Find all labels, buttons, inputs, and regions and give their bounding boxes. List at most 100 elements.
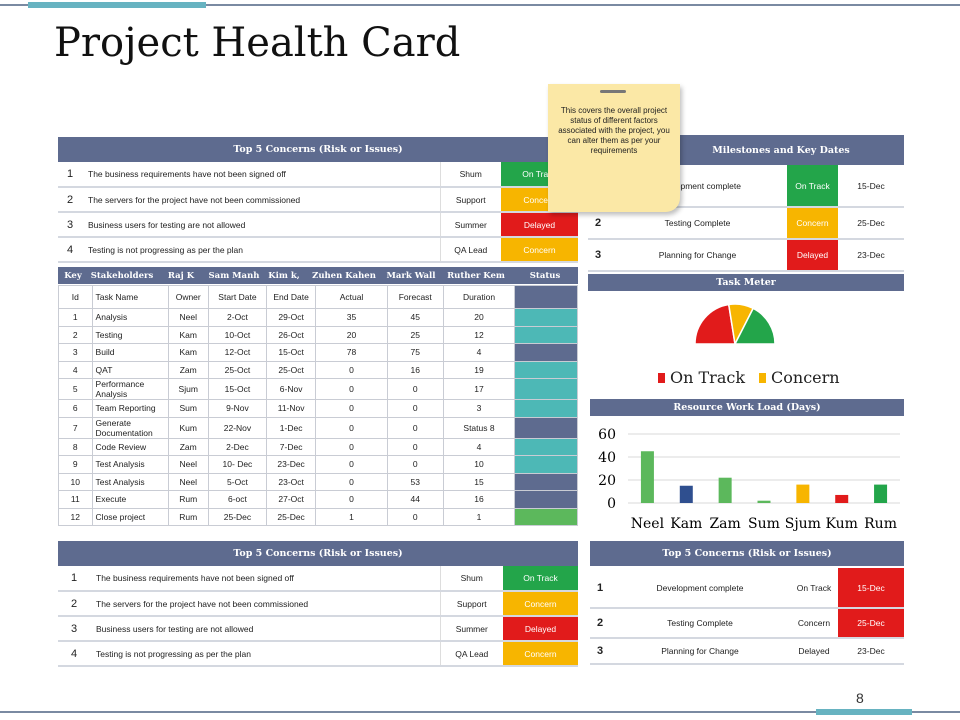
bottom-milestone-number: 3: [590, 638, 610, 665]
task-id: 9: [58, 455, 93, 474]
task-actual: 0: [315, 472, 388, 491]
concern-owner: QA Lead: [439, 237, 501, 263]
task-id: 11: [58, 490, 93, 509]
concern-owner: Summer: [439, 616, 503, 642]
concern-status-badge: On Track: [503, 566, 578, 592]
task-row: 3 Build Kam 12-Oct 15-Oct 78 75 4: [58, 343, 578, 362]
bottom-milestone-name: Testing Complete: [610, 608, 790, 639]
concern-row: 4 Testing is not progressing as per the p…: [58, 237, 578, 263]
concern-row: 1 The business requirements have not been…: [58, 162, 578, 188]
concern-row: 3 Business users for testing are not allo…: [58, 616, 578, 642]
task-name: Team Reporting: [91, 399, 169, 418]
task-id: 12: [58, 507, 93, 526]
task-start-date: 5-Oct: [207, 472, 268, 491]
x-tick-label: Sjum: [785, 516, 821, 532]
task-start-date: 2-Oct: [207, 308, 268, 327]
sticky-note: This covers the overall project status o…: [548, 84, 680, 212]
legend-on-track-label: On Track: [670, 368, 746, 387]
task-status-swatch: [514, 360, 578, 379]
bottom-milestone-date: 15-Dec: [838, 568, 904, 609]
task-id: 10: [58, 472, 93, 491]
concern-row: 4 Testing is not progressing as per the p…: [58, 641, 578, 667]
task-end-date: 29-Oct: [266, 308, 317, 327]
legend-on-track: On Track: [658, 368, 745, 387]
bottom-milestone-number: 2: [590, 608, 610, 639]
task-owner: Neel: [167, 455, 209, 474]
stakeholder-raj: Raj K: [167, 270, 195, 281]
task-end-date: 11-Nov: [266, 399, 317, 418]
task-forecast: 53: [386, 472, 444, 491]
bottom-milestone-name: Planning for Change: [610, 638, 790, 665]
concern-row: 1 The business requirements have not been…: [58, 566, 578, 592]
task-duration: 1: [442, 507, 516, 526]
bottom-milestone-status: Concern: [790, 608, 838, 639]
task-status-swatch: [514, 416, 578, 439]
col-forecast: Forecast: [386, 285, 444, 309]
task-end-date: 23-Oct: [266, 472, 317, 491]
task-status-swatch: [514, 308, 578, 327]
task-start-date: 25-Oct: [207, 360, 268, 379]
task-row: 2 Testing Kam 10-Oct 26-Oct 20 25 12: [58, 325, 578, 344]
concern-row: 2 The servers for the project have not be…: [58, 187, 578, 213]
task-forecast: 0: [386, 378, 444, 400]
milestone-status-badge: Delayed: [787, 239, 838, 272]
concern-text: The servers for the project have not bee…: [82, 187, 440, 213]
bar-neel: [640, 451, 654, 503]
milestones-header-label: Milestones and Key Dates: [712, 144, 850, 156]
task-start-date: 6-oct: [207, 490, 268, 509]
task-end-date: 25-Oct: [266, 360, 317, 379]
task-owner: Zam: [167, 437, 209, 456]
concern-number: 2: [58, 187, 82, 213]
col-duration: Duration: [442, 285, 516, 309]
task-forecast: 0: [386, 437, 444, 456]
task-duration: 4: [442, 343, 516, 362]
task-actual: 0: [315, 378, 388, 400]
milestone-date: 25-Dec: [838, 207, 904, 240]
task-table: Id Task Name Owner Start Date End Date A…: [58, 285, 578, 526]
stakeholder-mark: Mark Wall: [386, 270, 436, 281]
bar-rum: [874, 484, 888, 503]
task-status-swatch: [514, 507, 578, 526]
task-meter-header: Task Meter: [588, 274, 904, 291]
task-owner: Kam: [167, 325, 209, 344]
bar-zam: [718, 477, 732, 503]
concern-number: 3: [58, 212, 82, 238]
milestone-status-badge: On Track: [787, 165, 838, 208]
concern-text: Business users for testing are not allow…: [82, 212, 440, 238]
col-task-name: Task Name: [91, 285, 169, 309]
x-tick-label: Zam: [709, 516, 740, 532]
task-owner: Rum: [167, 490, 209, 509]
task-owner: Sjum: [167, 378, 209, 400]
task-owner: Zam: [167, 360, 209, 379]
concern-status-badge: Concern: [503, 641, 578, 667]
task-name: Test Analysis: [91, 472, 169, 491]
col-end-date: End Date: [266, 285, 317, 309]
task-duration: 3: [442, 399, 516, 418]
task-owner: Rum: [167, 507, 209, 526]
col-status-swatch: [514, 285, 578, 309]
task-status-swatch: [514, 399, 578, 418]
task-duration: 16: [442, 490, 516, 509]
concern-number: 2: [58, 591, 90, 617]
sticky-note-tab: [600, 90, 626, 93]
bottom-milestone-date: 23-Dec: [838, 638, 904, 665]
y-tick-label: 20: [598, 473, 616, 489]
task-id: 3: [58, 343, 93, 362]
task-row: 1 Analysis Neel 2-Oct 29-Oct 35 45 20: [58, 308, 578, 327]
stakeholder-key-header: Key Stakeholders Raj K Sam Manh Kim k, Z…: [58, 267, 578, 284]
task-row: 5 Performance Analysis Sjum 15-Oct 6-Nov 0 0 17: [58, 378, 578, 400]
concern-owner: QA Lead: [439, 641, 503, 667]
task-row: 9 Test Analysis Neel 10- Dec 23-Dec 0 0 10: [58, 455, 578, 474]
legend-swatch-yellow: [759, 373, 767, 383]
task-id: 6: [58, 399, 93, 418]
key-label: Key: [64, 270, 82, 281]
concern-number: 1: [58, 162, 82, 188]
status-label: Status: [529, 270, 561, 281]
task-actual: 0: [315, 455, 388, 474]
concern-owner: Shum: [439, 566, 503, 592]
concerns-bottom-table: 1 The business requirements have not been…: [58, 566, 578, 667]
task-duration: 20: [442, 308, 516, 327]
concerns-top-header: Top 5 Concerns (Risk or Issues): [58, 137, 578, 162]
legend-concern: Concern: [759, 368, 840, 387]
concern-number: 3: [58, 616, 90, 642]
